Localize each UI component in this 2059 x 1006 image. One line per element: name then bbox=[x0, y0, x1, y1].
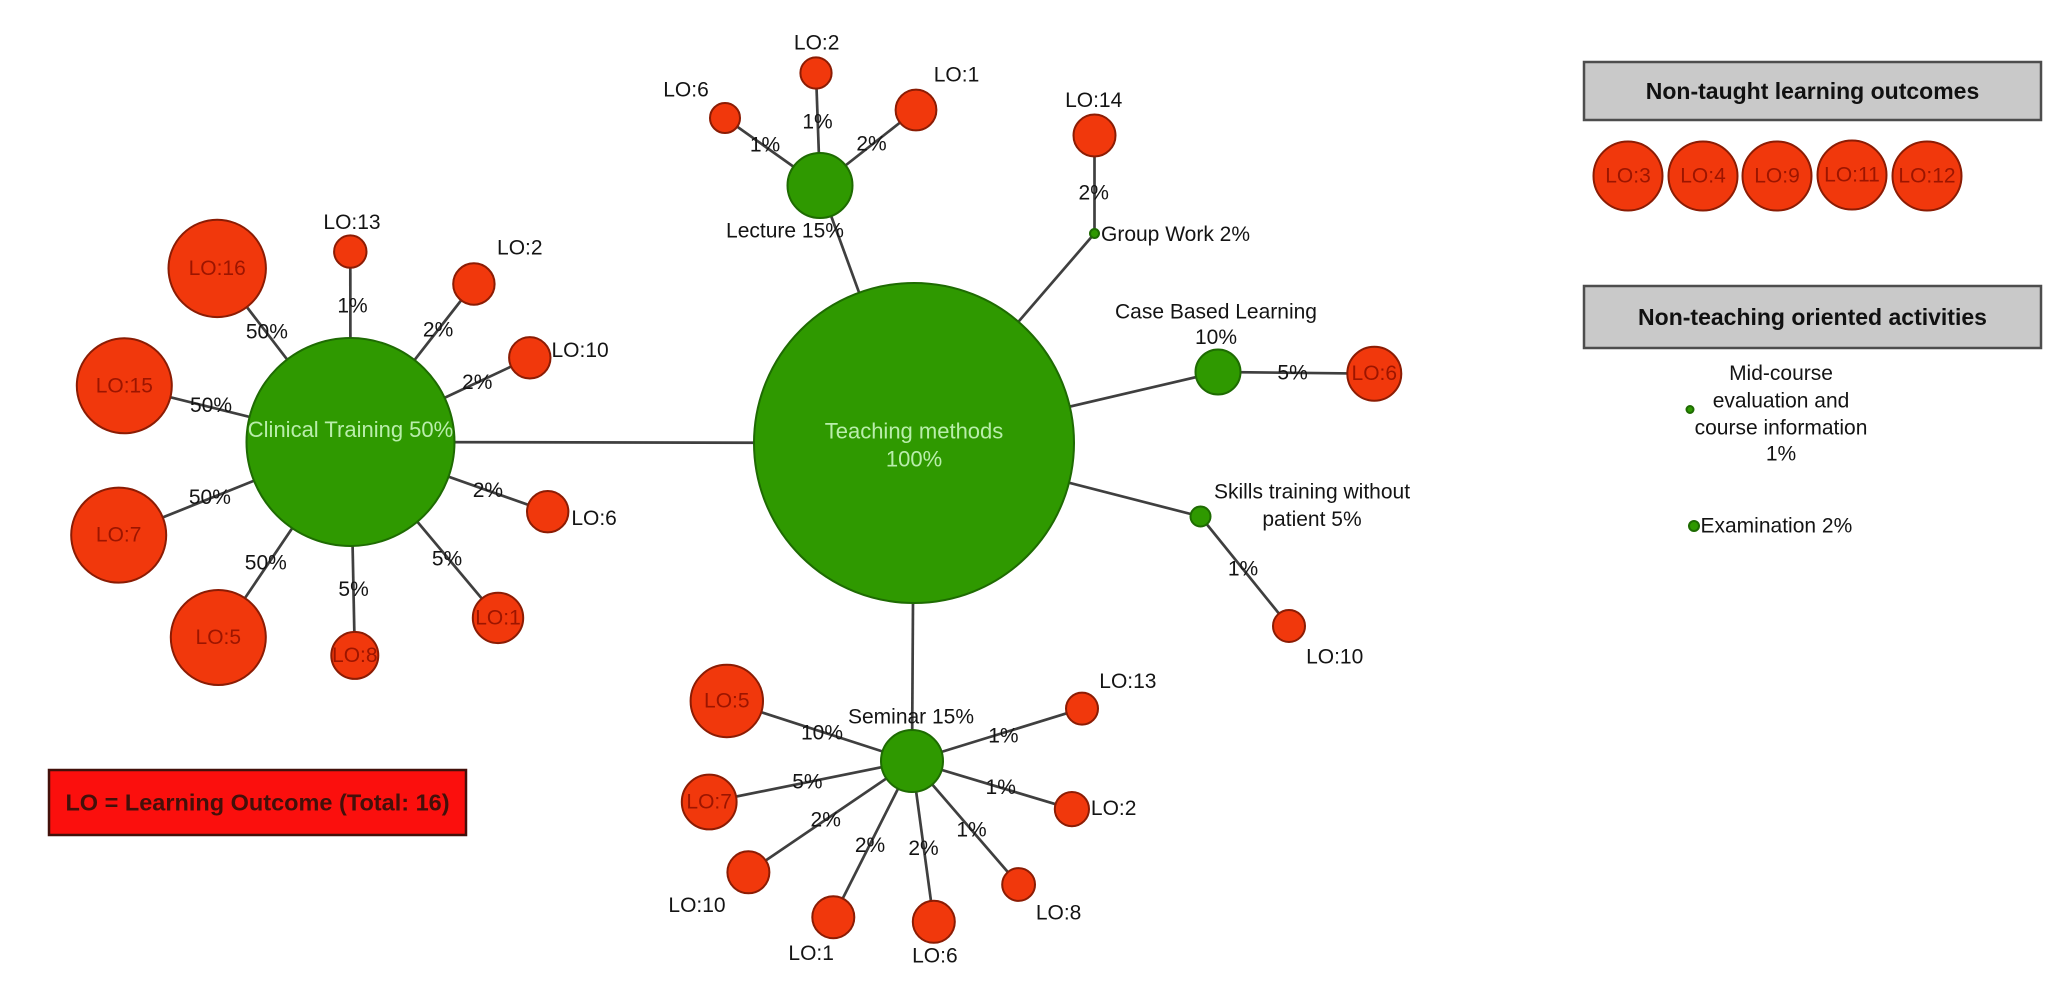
svg-text:1%: 1% bbox=[986, 776, 1016, 799]
svg-text:100%: 100% bbox=[886, 447, 942, 472]
svg-text:LO:6: LO:6 bbox=[1352, 362, 1398, 385]
svg-text:LO:2: LO:2 bbox=[497, 237, 543, 260]
svg-text:Non-teaching oriented activiti: Non-teaching oriented activities bbox=[1638, 304, 1987, 330]
svg-text:2%: 2% bbox=[423, 318, 453, 341]
svg-text:2%: 2% bbox=[473, 479, 503, 502]
svg-text:LO = Learning Outcome (Total:: LO = Learning Outcome (Total: 16) bbox=[65, 790, 449, 816]
svg-text:LO:10: LO:10 bbox=[1306, 645, 1363, 668]
svg-text:patient 5%: patient 5% bbox=[1262, 508, 1361, 531]
svg-text:course information: course information bbox=[1695, 417, 1868, 440]
svg-text:2%: 2% bbox=[1079, 182, 1109, 205]
svg-text:LO:4: LO:4 bbox=[1680, 165, 1726, 188]
svg-text:5%: 5% bbox=[338, 578, 368, 601]
svg-text:LO:6: LO:6 bbox=[571, 507, 617, 530]
svg-text:2%: 2% bbox=[908, 837, 938, 860]
svg-text:LO:11: LO:11 bbox=[1824, 164, 1880, 187]
svg-text:LO:1: LO:1 bbox=[934, 64, 980, 87]
svg-text:LO:3: LO:3 bbox=[1605, 165, 1651, 188]
svg-text:LO:6: LO:6 bbox=[663, 79, 709, 102]
svg-text:2%: 2% bbox=[811, 809, 841, 832]
svg-text:LO:10: LO:10 bbox=[668, 894, 725, 917]
svg-text:Skills training without: Skills training without bbox=[1214, 481, 1410, 504]
svg-text:LO:7: LO:7 bbox=[96, 524, 142, 547]
svg-text:50%: 50% bbox=[189, 486, 231, 509]
svg-text:LO:8: LO:8 bbox=[332, 644, 378, 667]
svg-text:LO:5: LO:5 bbox=[196, 626, 242, 649]
svg-text:LO:14: LO:14 bbox=[1065, 89, 1123, 112]
svg-text:1%: 1% bbox=[1766, 443, 1796, 466]
svg-text:LO:1: LO:1 bbox=[788, 942, 834, 965]
svg-text:LO:13: LO:13 bbox=[1099, 670, 1156, 693]
svg-text:50%: 50% bbox=[246, 321, 288, 344]
svg-text:1%: 1% bbox=[1228, 558, 1258, 581]
svg-text:LO:10: LO:10 bbox=[551, 339, 608, 362]
svg-text:2%: 2% bbox=[462, 371, 492, 394]
svg-text:Seminar 15%: Seminar 15% bbox=[848, 706, 974, 729]
svg-text:LO:7: LO:7 bbox=[686, 791, 732, 814]
svg-text:LO:8: LO:8 bbox=[1036, 902, 1082, 925]
svg-text:LO:13: LO:13 bbox=[323, 211, 380, 234]
svg-text:1%: 1% bbox=[750, 134, 780, 157]
svg-text:LO:1: LO:1 bbox=[475, 606, 521, 629]
svg-text:1%: 1% bbox=[337, 294, 367, 317]
svg-text:LO:9: LO:9 bbox=[1754, 165, 1800, 188]
svg-text:Case Based Learning: Case Based Learning bbox=[1115, 301, 1317, 324]
svg-text:Non-taught learning outcomes: Non-taught learning outcomes bbox=[1646, 78, 1980, 104]
svg-text:LO:2: LO:2 bbox=[1091, 797, 1137, 820]
svg-text:LO:12: LO:12 bbox=[1898, 165, 1955, 188]
svg-text:Teaching methods: Teaching methods bbox=[825, 419, 1004, 444]
svg-text:Clinical Training 50%: Clinical Training 50% bbox=[248, 417, 453, 442]
svg-text:Group Work 2%: Group Work 2% bbox=[1101, 223, 1250, 246]
svg-text:5%: 5% bbox=[432, 548, 462, 571]
svg-text:LO:5: LO:5 bbox=[704, 690, 750, 713]
svg-text:Lecture 15%: Lecture 15% bbox=[726, 220, 844, 243]
svg-text:10%: 10% bbox=[801, 722, 843, 745]
svg-text:LO:2: LO:2 bbox=[794, 32, 840, 55]
svg-text:2%: 2% bbox=[856, 133, 886, 156]
svg-text:LO:16: LO:16 bbox=[189, 257, 246, 280]
svg-text:50%: 50% bbox=[190, 394, 232, 417]
svg-text:evaluation and: evaluation and bbox=[1713, 389, 1850, 412]
svg-text:50%: 50% bbox=[245, 552, 287, 575]
svg-text:LO:15: LO:15 bbox=[96, 374, 153, 397]
svg-text:5%: 5% bbox=[792, 771, 822, 794]
svg-text:1%: 1% bbox=[802, 111, 832, 134]
svg-text:10%: 10% bbox=[1195, 326, 1237, 349]
svg-text:Examination 2%: Examination 2% bbox=[1701, 515, 1853, 538]
svg-text:Mid-course: Mid-course bbox=[1729, 362, 1833, 385]
svg-text:5%: 5% bbox=[1277, 362, 1307, 385]
svg-text:2%: 2% bbox=[855, 834, 885, 857]
svg-text:1%: 1% bbox=[956, 819, 986, 842]
svg-text:LO:6: LO:6 bbox=[912, 945, 958, 968]
svg-text:1%: 1% bbox=[988, 725, 1018, 748]
